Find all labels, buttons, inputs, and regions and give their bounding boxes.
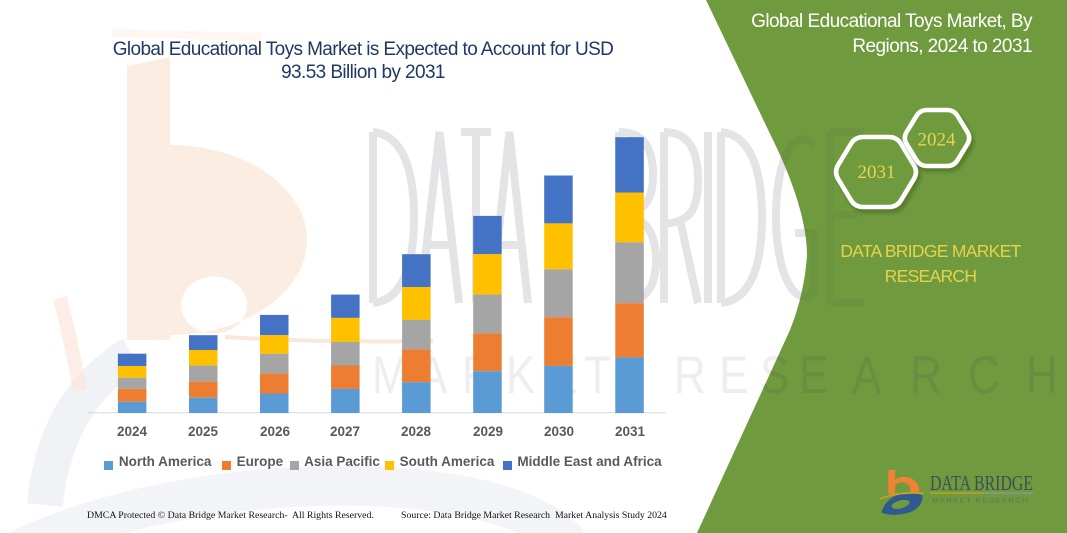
svg-text:2024: 2024 bbox=[918, 130, 957, 151]
svg-text:DATA BRIDGE: DATA BRIDGE bbox=[930, 471, 1033, 495]
svg-text:MARKET RESEARCH: MARKET RESEARCH bbox=[932, 498, 1029, 505]
svg-text:2031: 2031 bbox=[858, 162, 896, 183]
